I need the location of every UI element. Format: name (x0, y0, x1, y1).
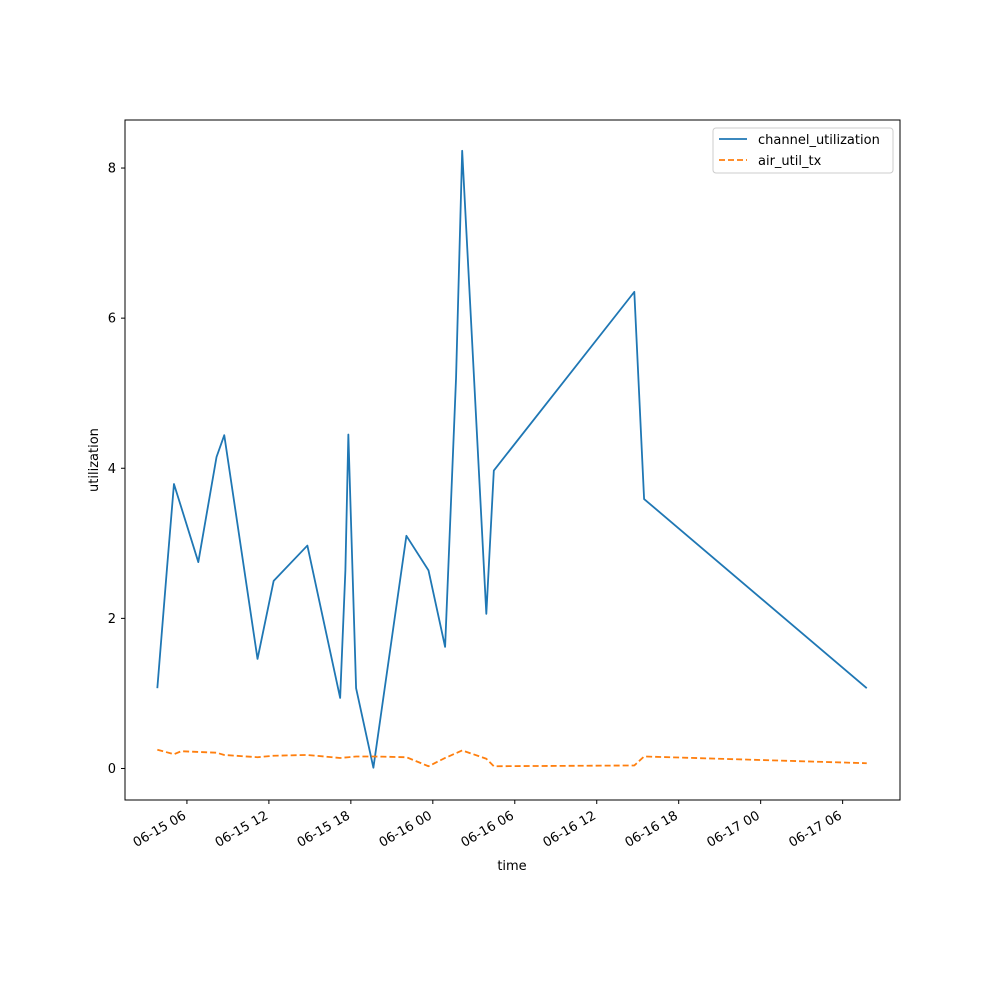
legend: channel_utilization air_util_tx (712, 127, 894, 174)
y-tick-label: 8 (108, 162, 116, 177)
legend-label: channel_utilization (758, 133, 880, 148)
y-tick-label: 4 (108, 462, 116, 477)
plot-area (156, 149, 868, 769)
y-tick-label: 6 (108, 312, 116, 327)
y-axis-label: utilization (87, 428, 102, 492)
x-axis-label: time (497, 859, 526, 874)
series-line-air-util-tx (157, 748, 867, 768)
y-tick-label: 0 (108, 762, 116, 777)
series-line-channel-utilization (156, 149, 868, 769)
legend-label: air_util_tx (758, 154, 822, 169)
y-axis: 0 2 4 6 8 (108, 162, 125, 777)
y-tick-label: 2 (108, 612, 116, 627)
legend-box (712, 127, 894, 174)
axes-frame (124, 119, 901, 801)
